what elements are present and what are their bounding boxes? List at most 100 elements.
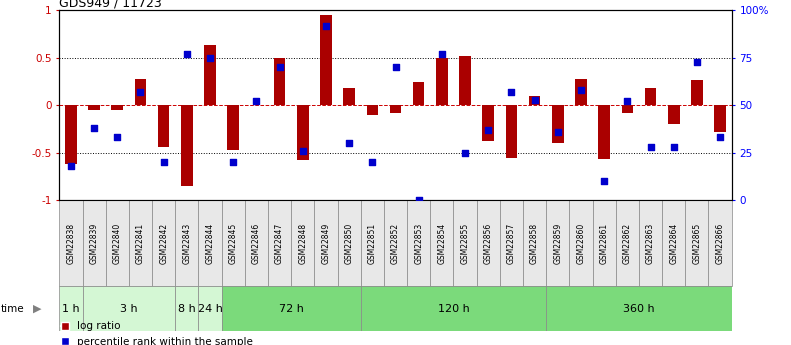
Bar	[570, 200, 592, 286]
Point	[505, 89, 518, 95]
Point	[65, 163, 78, 169]
Bar	[297, 105, 308, 160]
Bar	[228, 105, 239, 150]
Bar	[552, 105, 564, 143]
Bar	[430, 200, 453, 286]
Bar	[691, 80, 702, 105]
Bar	[598, 105, 610, 159]
Bar	[274, 58, 286, 105]
Bar	[615, 200, 639, 286]
Point	[227, 159, 240, 165]
Bar	[592, 200, 615, 286]
Point	[250, 99, 263, 104]
Point	[273, 65, 286, 70]
Bar	[59, 286, 82, 331]
Text: GSM22859: GSM22859	[553, 223, 562, 264]
Bar	[407, 200, 430, 286]
Text: GSM22848: GSM22848	[298, 223, 307, 264]
Bar	[129, 200, 152, 286]
Text: GSM22863: GSM22863	[646, 223, 655, 264]
Bar	[361, 286, 547, 331]
Point	[320, 23, 332, 28]
Text: 120 h: 120 h	[437, 304, 469, 314]
Text: GSM22842: GSM22842	[159, 223, 168, 264]
Bar	[268, 200, 291, 286]
Point	[644, 144, 657, 150]
Text: GSM22838: GSM22838	[66, 223, 75, 264]
Bar	[204, 46, 216, 105]
Point	[436, 51, 448, 57]
Bar	[523, 200, 547, 286]
Point	[713, 135, 726, 140]
Bar	[668, 105, 679, 124]
Bar	[89, 105, 100, 110]
Text: GSM22839: GSM22839	[89, 223, 99, 264]
Bar	[505, 105, 517, 158]
Bar	[65, 105, 77, 164]
Bar	[199, 286, 221, 331]
Bar	[575, 79, 587, 105]
Point	[343, 140, 355, 146]
Bar	[662, 200, 685, 286]
Text: GSM22853: GSM22853	[414, 223, 423, 264]
Point	[459, 150, 471, 155]
Text: GSM22844: GSM22844	[206, 223, 214, 264]
Bar	[181, 105, 193, 186]
Text: GSM22866: GSM22866	[716, 223, 725, 264]
Text: GSM22851: GSM22851	[368, 223, 377, 264]
Bar	[685, 200, 709, 286]
Point	[574, 87, 587, 93]
Bar	[82, 286, 176, 331]
Bar	[436, 58, 448, 105]
Text: GSM22855: GSM22855	[460, 223, 470, 264]
Point	[366, 159, 379, 165]
Text: 8 h: 8 h	[178, 304, 195, 314]
Bar	[453, 200, 477, 286]
Bar	[460, 56, 471, 105]
Text: GSM22861: GSM22861	[600, 223, 608, 264]
Bar	[547, 286, 732, 331]
Text: GSM22849: GSM22849	[321, 223, 331, 264]
Point	[389, 65, 402, 70]
Bar	[714, 105, 726, 132]
Point	[668, 144, 680, 150]
Bar	[291, 200, 314, 286]
Text: GSM22862: GSM22862	[623, 223, 632, 264]
Bar	[338, 200, 361, 286]
Text: 72 h: 72 h	[278, 304, 304, 314]
Bar	[529, 96, 540, 105]
Point	[482, 127, 494, 132]
Bar	[384, 200, 407, 286]
Point	[528, 97, 541, 102]
Text: GSM22840: GSM22840	[113, 223, 122, 264]
Text: 360 h: 360 h	[623, 304, 655, 314]
Text: ▶: ▶	[33, 304, 42, 314]
Text: GSM22860: GSM22860	[577, 223, 585, 264]
Bar	[500, 200, 523, 286]
Point	[621, 99, 634, 104]
Text: GSM22856: GSM22856	[484, 223, 493, 264]
Text: GSM22865: GSM22865	[692, 223, 702, 264]
Bar	[483, 105, 494, 141]
Text: 24 h: 24 h	[198, 304, 222, 314]
Bar	[622, 105, 633, 113]
Text: 1 h: 1 h	[62, 304, 80, 314]
Point	[134, 89, 147, 95]
Text: GSM22846: GSM22846	[252, 223, 261, 264]
Bar	[244, 200, 268, 286]
Bar	[82, 200, 106, 286]
Text: time: time	[1, 304, 25, 314]
Point	[157, 159, 170, 165]
Point	[551, 129, 564, 135]
Bar	[221, 286, 361, 331]
Bar	[361, 200, 384, 286]
Text: GSM22857: GSM22857	[507, 223, 516, 264]
Bar	[314, 200, 338, 286]
Text: GSM22858: GSM22858	[530, 223, 539, 264]
Point	[88, 125, 100, 131]
Bar	[413, 81, 425, 105]
Point	[111, 135, 123, 140]
Text: GSM22847: GSM22847	[275, 223, 284, 264]
Bar	[477, 200, 500, 286]
Point	[297, 148, 309, 154]
